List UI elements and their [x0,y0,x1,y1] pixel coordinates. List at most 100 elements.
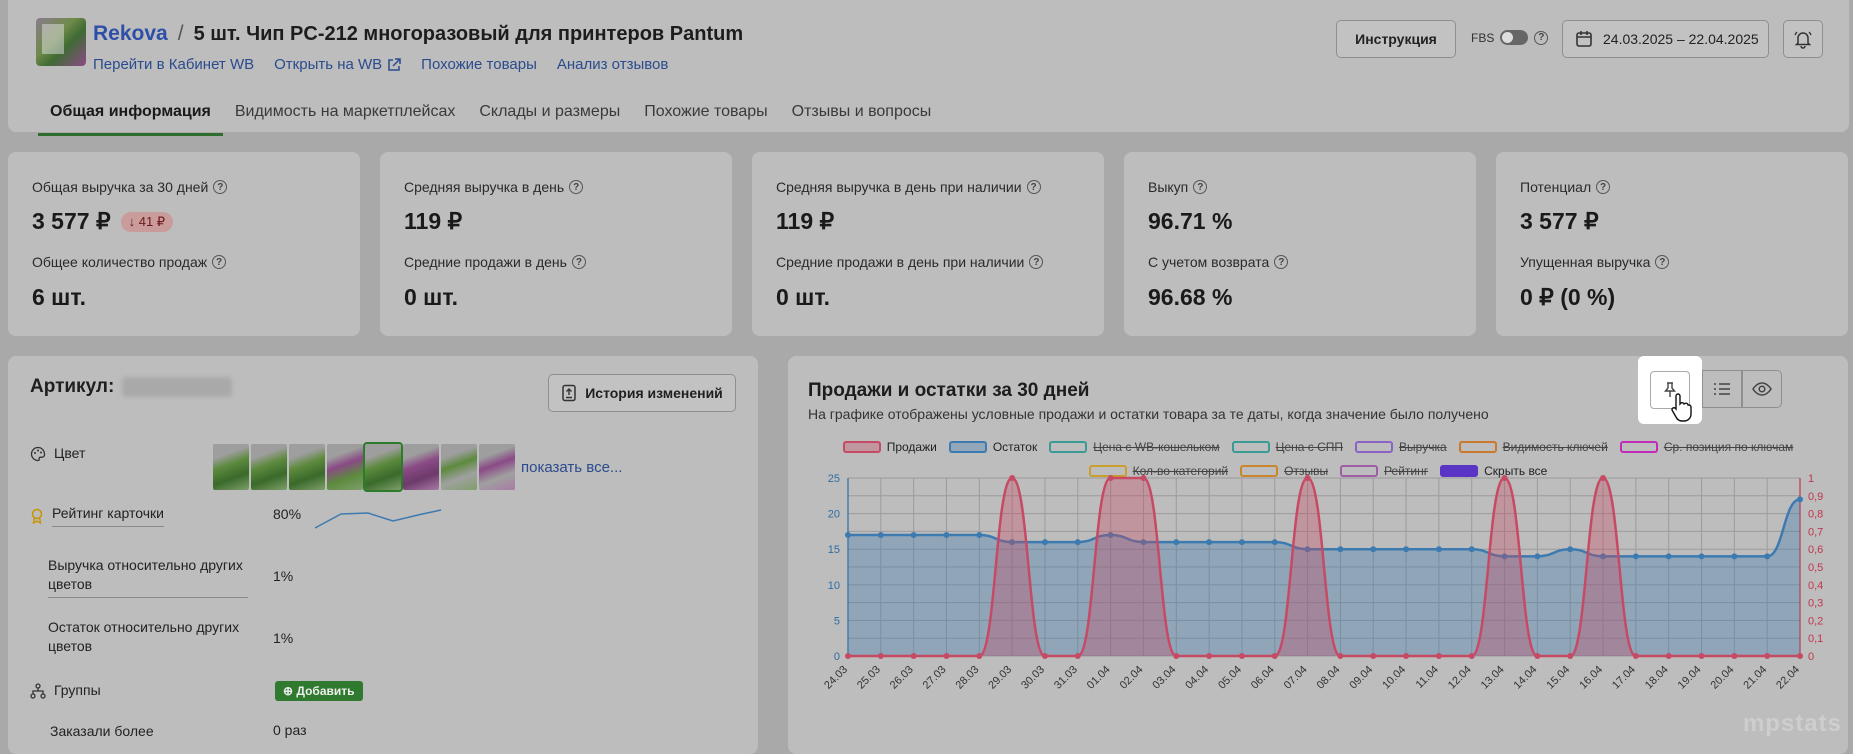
pin-button[interactable] [1638,356,1702,424]
brand-link[interactable]: Rekova [93,22,168,45]
legend-label: Выручка [1399,440,1447,454]
link-wb-cabinet[interactable]: Перейти в Кабинет WB [93,56,255,73]
legend-item[interactable]: Остаток [948,436,1037,458]
help-icon[interactable]: ? [569,180,584,194]
help-icon[interactable]: ? [213,180,228,194]
legend-item[interactable]: Цена с СПП [1231,436,1343,458]
stat-value: 3 577 ₽ ↓ 41 ₽ [32,208,174,235]
header-links: Перейти в Кабинет WB Открыть на WB Похож… [93,56,668,73]
stock-point [1271,539,1278,546]
legend-item[interactable]: Отзывы [1240,460,1328,482]
revenue-relative-value: 1% [273,568,294,584]
tab-marketplace-visibility[interactable]: Видимость на маркетплейсах [234,103,456,120]
stat-value: 0 ₽ (0 %) [1520,284,1616,310]
help-icon[interactable]: ? [571,255,586,269]
hand-cursor-icon [1671,393,1692,422]
color-swatch[interactable] [441,444,477,490]
legend-item[interactable]: Кол-во категорий [1088,460,1228,482]
link-review-analysis[interactable]: Анализ отзывов [556,56,669,73]
stat-label: Упущенная выручка? [1520,254,1670,270]
history-doc-icon [562,384,576,402]
rating-value: 80% [273,506,302,522]
x-tick-label: 09.04 [1347,664,1375,692]
change-history-button[interactable]: История изменений [548,374,736,412]
tab-reviews-questions[interactable]: Отзывы и вопросы [791,103,932,120]
legend-item[interactable]: Продажи [842,436,937,458]
tab-general-info[interactable]: Общая информация [38,95,223,136]
stock-point [1468,546,1475,553]
stat-value: 3 577 ₽ [1520,208,1599,234]
pin-icon [1664,382,1676,397]
help-icon[interactable]: ? [212,255,227,269]
help-icon[interactable]: ? [1029,255,1044,269]
sales-point [1403,653,1410,659]
instruction-button[interactable]: Инструкция [1336,20,1456,58]
y-right-tick-label: 0,9 [1808,491,1823,503]
legend-swatch [1088,465,1127,477]
sales-point [1435,653,1442,659]
stat-card-buyout: Выкуп? 96.71 % С учетом возврата? 96.68 … [1124,152,1476,336]
legend-label: Цена с WB-кошельком [1093,440,1220,454]
tab-similar-products[interactable]: Похожие товары [644,103,768,120]
help-icon[interactable]: ? [1534,30,1549,45]
color-swatch[interactable] [327,444,363,490]
color-swatch[interactable] [403,444,439,490]
help-icon[interactable]: ? [1274,255,1289,269]
calendar-icon [1576,31,1592,47]
color-swatch[interactable] [479,444,515,490]
sales-point [943,653,950,659]
legend-item[interactable]: Видимость ключей [1458,436,1608,458]
title-separator: / [177,22,184,45]
help-icon[interactable]: ? [1596,180,1611,194]
y-right-tick-label: 0,4 [1808,580,1823,592]
sales-point [1041,653,1048,659]
help-icon[interactable]: ? [1026,180,1041,194]
link-similar-products[interactable]: Похожие товары [421,56,537,73]
sales-stock-chart-panel: Продажи и остатки за 30 дней На графике … [788,356,1848,754]
sales-point [1173,653,1180,659]
link-open-wb[interactable]: Открыть на WB [274,56,401,73]
stat-value: 96.68 % [1148,284,1233,310]
product-title-line: Rekova / 5 шт. Чип PC-212 многоразовый д… [93,22,743,46]
visibility-button[interactable] [1742,370,1782,408]
stat-label: Средняя выручка в день при наличии? [776,179,1041,195]
x-tick-label: 05.04 [1216,664,1244,692]
x-tick-label: 10.04 [1380,664,1408,692]
product-thumbnail[interactable] [36,18,86,66]
color-swatch[interactable] [213,444,249,490]
show-all-colors-link[interactable]: показать все... [521,458,623,476]
color-variants: показать все... [213,442,623,492]
color-swatch[interactable] [289,444,325,490]
y-left-tick-label: 15 [828,544,840,556]
legend-item[interactable]: Цена с WB-кошельком [1049,436,1220,458]
legend-item[interactable]: Скрыть все [1440,460,1547,482]
tab-warehouses-sizes[interactable]: Склады и размеры [479,103,621,120]
stock-point [1238,539,1245,546]
legend-item[interactable]: Выручка [1355,436,1447,458]
y-right-tick-label: 0,1 [1808,633,1823,645]
stat-card-avg-daily-revenue-in-stock: Средняя выручка в день при наличии? 119 … [752,152,1104,336]
legend-swatch [1049,441,1088,453]
help-icon[interactable]: ? [1655,255,1670,269]
legend-swatch [842,441,881,453]
stock-point [1632,553,1639,560]
legend-label: Отзывы [1284,464,1329,478]
legend-item[interactable]: Ср. позиция по ключам [1619,436,1793,458]
color-swatch-selected[interactable] [363,442,403,492]
legend-swatch [1231,441,1270,453]
notifications-button[interactable] [1783,20,1823,58]
help-icon[interactable]: ? [1193,180,1208,194]
sales-point [1665,653,1672,659]
color-swatch[interactable] [251,444,287,490]
legend-swatch [948,441,987,453]
date-range-picker[interactable]: 24.03.2025 – 22.04.2025 [1562,20,1769,58]
add-group-button[interactable]: ⊕ Добавить [275,681,363,701]
sales-point [1238,653,1245,659]
legend-item[interactable]: Рейтинг [1340,460,1428,482]
fbs-toggle[interactable] [1500,30,1529,45]
stock-point [943,531,950,538]
legend-label: Скрыть все [1484,464,1548,478]
x-tick-label: 21.04 [1741,664,1769,692]
stock-point [1403,546,1410,553]
list-view-button[interactable] [1702,370,1742,408]
